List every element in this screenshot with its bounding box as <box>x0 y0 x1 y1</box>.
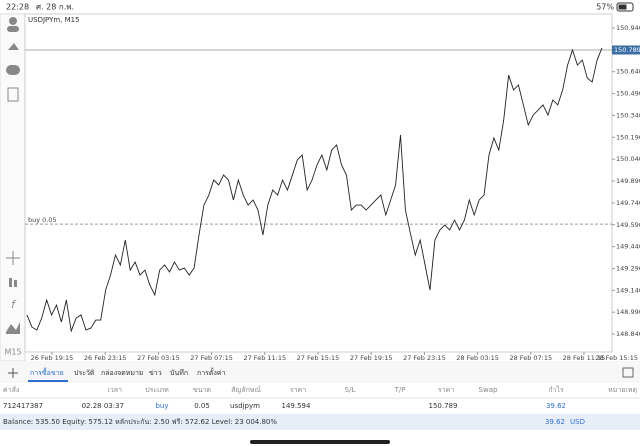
crosshair-icon[interactable] <box>6 251 20 265</box>
battery-level <box>618 4 627 10</box>
y-tick-label: 150.940 <box>616 24 640 32</box>
battery: 57% <box>596 3 614 12</box>
doc-icon[interactable] <box>7 87 19 102</box>
symbol: USDJPYm, M15 <box>28 16 80 24</box>
total-profit: 39.62 <box>545 418 565 426</box>
footer <box>0 414 640 430</box>
account-icon-body <box>7 26 19 32</box>
column-header: กำไร <box>548 385 564 394</box>
column-header: T/P <box>394 386 406 394</box>
order-label: buy 0.05 <box>28 216 57 224</box>
chat-icon[interactable] <box>6 65 20 75</box>
tab[interactable]: การซื้อขาย <box>30 366 64 377</box>
plot: 150.940 150.640 150.490 150.340 150.190 150.0… <box>25 24 640 362</box>
indicator-icon[interactable]: f <box>11 298 17 311</box>
cell: 712417387 <box>3 402 43 410</box>
cell: 149.594 <box>282 402 311 410</box>
column-header: ขนาด <box>193 386 211 394</box>
y-tick-label: 149.890 <box>616 177 640 185</box>
candle-icon[interactable] <box>9 278 12 287</box>
column-header: ราคา <box>290 386 306 394</box>
x-tick-label: 27 Feb 19:15 <box>350 354 393 362</box>
account-summary: Balance: 535.50 Equity: 575.12 หลักประกั… <box>3 418 277 426</box>
candle-icon-2 <box>14 280 17 287</box>
x-tick-label: 28 Feb 07:15 <box>509 354 552 362</box>
cell: buy <box>155 402 168 410</box>
x-tick-label: 28 Feb 11:15 <box>563 354 606 362</box>
column-header: Swap <box>479 386 498 394</box>
x-tick-label: 27 Feb 07:15 <box>190 354 233 362</box>
x-tick-label: 27 Feb 11:15 <box>243 354 286 362</box>
tab[interactable]: บันทึก <box>170 368 188 377</box>
cell: 39.62 <box>546 402 566 410</box>
y-tick-label: 150.490 <box>616 90 640 98</box>
x-tick-label: 26 Feb 19:15 <box>31 354 74 362</box>
tab[interactable]: การตั้งค่า <box>197 366 226 377</box>
y-tick-label: 150.340 <box>616 111 640 119</box>
objects-icon[interactable] <box>6 322 20 334</box>
add-icon[interactable] <box>8 368 18 378</box>
column-header: S/L <box>345 386 356 394</box>
y-tick-label: 148.990 <box>616 308 640 316</box>
y-tick-label: 149.290 <box>616 264 640 272</box>
y-tick-label: 148.840 <box>616 330 640 338</box>
y-tick-label: 149.740 <box>616 199 640 207</box>
column-header: หมายเหตุ <box>608 386 637 394</box>
battery-icon <box>616 2 634 12</box>
price-line-series <box>26 47 603 333</box>
currency: USD <box>570 418 585 426</box>
date: ศ. 28 ก.พ. <box>36 3 74 12</box>
tab[interactable]: ประวัติ <box>74 369 95 377</box>
cell: 150.789 <box>429 402 458 410</box>
column-header: เวลา <box>107 386 122 394</box>
cell: 0.05 <box>194 402 210 410</box>
x-tick-label: 26 Feb 23:15 <box>84 354 127 362</box>
column-header: ประเภท <box>145 386 169 394</box>
cell: usdjpym <box>230 402 260 410</box>
y-tick-label: 150.640 <box>616 68 640 76</box>
x-tick-label: 27 Feb 15:15 <box>297 354 340 362</box>
cell: 02.28 03:37 <box>82 402 124 410</box>
account-icon[interactable] <box>9 17 17 25</box>
y-tick-label: 150.040 <box>616 155 640 163</box>
x-tick-label: 27 Feb 03:15 <box>137 354 180 362</box>
column-header: สัญลักษณ์ <box>231 386 261 394</box>
column-header: ราคา <box>438 386 454 394</box>
chart-frame <box>24 13 613 353</box>
y-tick-label: 149.440 <box>616 243 640 251</box>
price-tag-label: 150.789 <box>614 46 640 54</box>
x-tick-label: 27 Feb 23:15 <box>403 354 446 362</box>
time: 22:28 <box>6 3 29 12</box>
settings-icon[interactable] <box>622 367 634 378</box>
tab[interactable]: ข่าว <box>149 369 162 377</box>
y-tick-label: 149.140 <box>616 286 640 294</box>
home-indicator <box>250 440 390 444</box>
trade-icon[interactable] <box>8 43 19 50</box>
y-tick-label: 150.190 <box>616 133 640 141</box>
x-tick-label: 28 Feb 15:15 <box>595 354 638 362</box>
tab[interactable]: กล่องจดหมาย <box>101 369 143 377</box>
tab-bar <box>0 361 640 383</box>
timeframe[interactable]: M15 <box>4 348 21 357</box>
price-tag <box>612 45 640 55</box>
x-tick-label: 28 Feb 03:15 <box>456 354 499 362</box>
column-header: ค่าสั่ง <box>3 385 19 394</box>
y-tick-label: 149.590 <box>616 221 640 229</box>
trades-table: ค่าสั่ง เวลา ประเภท ขนาด สัญลักษณ์ ราคา S/L T/P… <box>0 385 640 410</box>
